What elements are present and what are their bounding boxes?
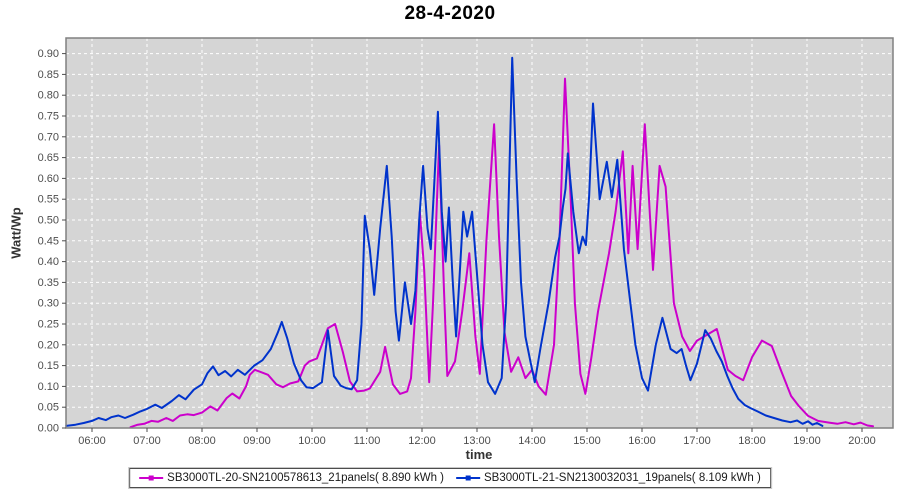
x-tick-label: 12:00: [408, 435, 436, 447]
axis-ticks: 0.00 0.05 0.10 0.15 0.20 0.25 0.30 0.35 0.40 0.45…: [38, 48, 876, 447]
series-line-sb3000tl-21: [65, 56, 824, 427]
y-tick-label: 0.30: [38, 298, 59, 310]
x-tick-label: 08:00: [188, 435, 216, 447]
legend-marker-dot: [148, 475, 154, 481]
x-tick-label: 18:00: [738, 435, 766, 447]
x-tick-label: 13:00: [463, 435, 491, 447]
y-tick-label: 0.70: [38, 131, 59, 143]
y-tick-label: 0.90: [38, 48, 59, 60]
x-tick-label: 16:00: [628, 435, 656, 447]
y-tick-label: 0.35: [38, 277, 59, 289]
legend-item: SB3000TL-21-SN2130032031_19panels( 8.109…: [456, 472, 761, 484]
legend-item: SB3000TL-20-SN2100578613_21panels( 8.890…: [139, 472, 444, 484]
x-tick-label: 10:00: [298, 435, 326, 447]
legend-marker-line: [456, 475, 480, 481]
x-axis-label: time: [465, 447, 493, 462]
y-tick-label: 0.15: [38, 360, 59, 372]
x-tick-label: 19:00: [793, 435, 821, 447]
plot-border: [65, 37, 894, 429]
y-tick-label: 0.10: [38, 381, 59, 393]
legend-label: SB3000TL-21-SN2130032031_19panels( 8.109…: [484, 472, 761, 484]
legend-label: SB3000TL-20-SN2100578613_21panels( 8.890…: [167, 472, 444, 484]
y-tick-label: 0.50: [38, 215, 59, 227]
y-tick-label: 0.80: [38, 90, 59, 102]
x-tick-label: 09:00: [243, 435, 271, 447]
y-tick-label: 0.40: [38, 256, 59, 268]
x-tick-label: 17:00: [683, 435, 711, 447]
series-line-sb3000tl-20: [129, 77, 874, 429]
y-tick-label: 0.25: [38, 319, 59, 331]
legend: SB3000TL-20-SN2100578613_21panels( 8.890…: [128, 467, 772, 489]
y-tick-label: 0.65: [38, 152, 59, 164]
x-tick-label: 14:00: [518, 435, 546, 447]
x-tick-label: 15:00: [573, 435, 601, 447]
y-tick-label: 0.85: [38, 69, 59, 81]
y-tick-label: 0.20: [38, 339, 59, 351]
y-tick-label: 0.60: [38, 173, 59, 185]
x-tick-label: 06:00: [78, 435, 106, 447]
x-tick-label: 07:00: [133, 435, 161, 447]
y-tick-label: 0.05: [38, 402, 59, 414]
x-tick-label: 20:00: [848, 435, 876, 447]
x-tick-label: 11:00: [354, 435, 381, 447]
y-tick-label: 0.55: [38, 194, 59, 206]
y-tick-label: 0.45: [38, 235, 59, 247]
legend-marker-dot: [465, 475, 471, 481]
y-tick-label: 0.75: [38, 111, 59, 123]
chart-title: 28-4-2020: [404, 3, 496, 24]
legend-marker-line: [139, 475, 164, 481]
y-tick-label: 0.00: [38, 423, 59, 435]
